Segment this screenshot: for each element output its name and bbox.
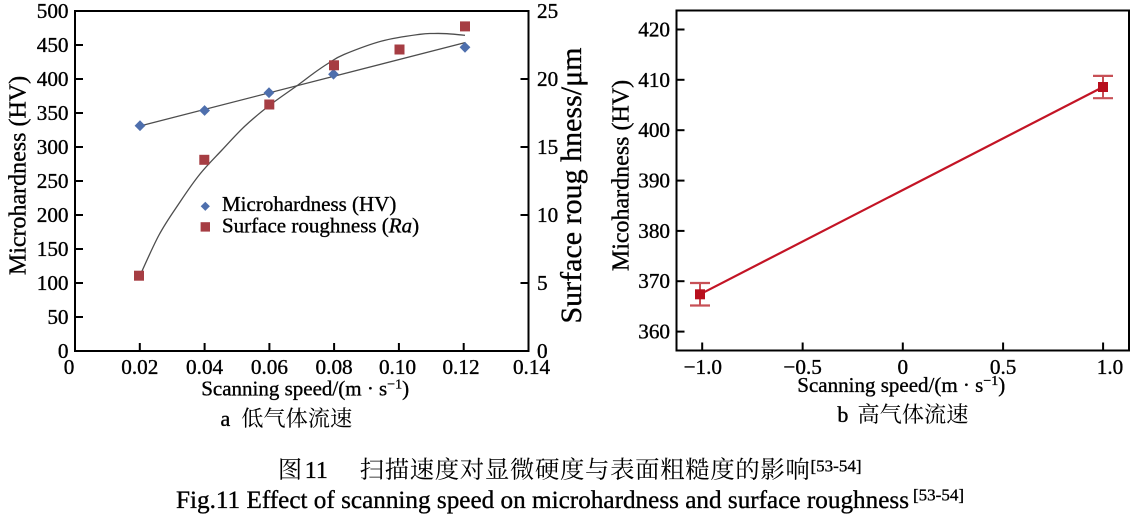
svg-text:Fig.11 Effect of scanning spee: Fig.11 Effect of scanning speed on micro… <box>176 487 909 514</box>
svg-text:25: 25 <box>537 0 558 23</box>
svg-text:0.08: 0.08 <box>316 355 353 379</box>
svg-text:150: 150 <box>37 237 69 261</box>
svg-text:390: 390 <box>638 169 670 193</box>
svg-text:[53-54]: [53-54] <box>811 457 862 476</box>
svg-text:Microhardness (HV): Microhardness (HV) <box>222 192 396 216</box>
svg-text:200: 200 <box>37 203 69 227</box>
svg-text:0.10: 0.10 <box>379 355 416 379</box>
svg-text:0.04: 0.04 <box>186 355 223 379</box>
svg-text:11: 11 <box>305 458 328 484</box>
svg-text:Scanning speed/(m · s−1): Scanning speed/(m · s−1) <box>797 373 1005 397</box>
svg-text:20: 20 <box>537 67 558 91</box>
svg-text:100: 100 <box>37 271 69 295</box>
svg-text:250: 250 <box>37 169 69 193</box>
svg-text:450: 450 <box>37 33 69 57</box>
svg-text:0.5: 0.5 <box>990 355 1016 379</box>
svg-text:0: 0 <box>58 339 69 363</box>
svg-text:0: 0 <box>64 355 75 379</box>
svg-text:Surface roug hness/μm: Surface roug hness/μm <box>555 47 588 323</box>
svg-text:0.14: 0.14 <box>513 355 550 379</box>
svg-text:0.06: 0.06 <box>251 355 288 379</box>
svg-text:Microhardness (HV): Microhardness (HV) <box>6 76 32 275</box>
svg-text:300: 300 <box>37 135 69 159</box>
svg-text:5: 5 <box>537 271 548 295</box>
svg-text:0: 0 <box>898 355 909 379</box>
svg-text:[53-54]: [53-54] <box>913 486 964 505</box>
svg-text:15: 15 <box>537 135 558 159</box>
svg-text:400: 400 <box>638 118 670 142</box>
svg-text:−0.5: −0.5 <box>783 355 821 379</box>
svg-text:0.02: 0.02 <box>121 355 158 379</box>
svg-text:410: 410 <box>638 68 670 92</box>
svg-text:−1.0: −1.0 <box>684 355 722 379</box>
svg-text:10: 10 <box>537 203 558 227</box>
svg-text:1.0: 1.0 <box>1097 355 1123 379</box>
svg-text:50: 50 <box>47 305 68 329</box>
svg-text:400: 400 <box>37 67 69 91</box>
svg-text:b: b <box>837 402 848 427</box>
svg-text:420: 420 <box>638 18 670 42</box>
svg-text:0.12: 0.12 <box>442 355 479 379</box>
svg-text:Micohardness (HV): Micohardness (HV) <box>609 80 635 271</box>
svg-text:380: 380 <box>638 219 670 243</box>
svg-text:360: 360 <box>638 320 670 344</box>
svg-text:0: 0 <box>537 339 548 363</box>
svg-text:a: a <box>221 406 231 431</box>
svg-text:350: 350 <box>37 101 69 125</box>
svg-text:Surface roughness (Ra): Surface roughness (Ra) <box>222 214 419 238</box>
svg-text:Scanning speed/(m · s−1): Scanning speed/(m · s−1) <box>201 377 409 401</box>
svg-text:500: 500 <box>37 0 69 23</box>
svg-text:370: 370 <box>638 269 670 293</box>
